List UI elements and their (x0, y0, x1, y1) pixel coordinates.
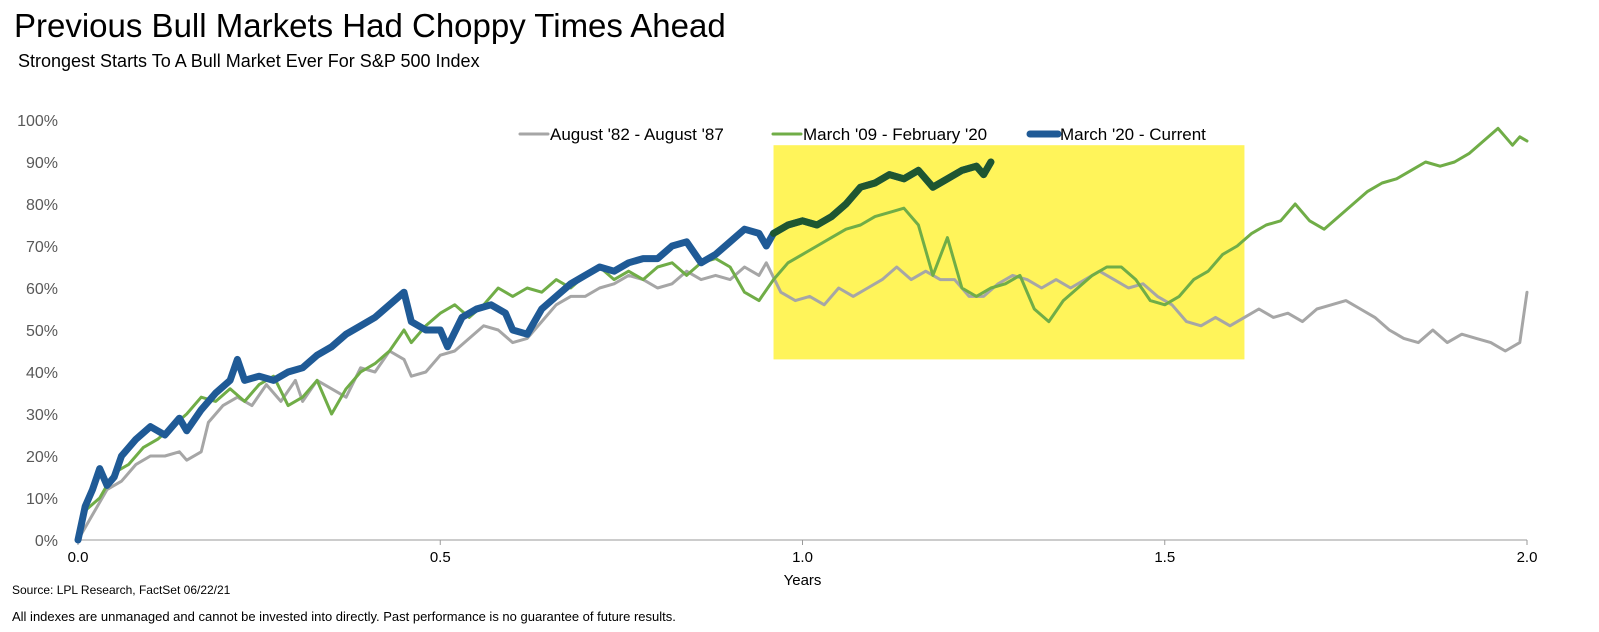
series-line-highlighted-segment (770, 158, 995, 237)
x-tick-label: 0.0 (68, 549, 89, 566)
x-tick-label: 0.5 (430, 549, 451, 566)
legend-label: March '20 - Current (1060, 125, 1206, 144)
y-tick-label: 60% (26, 281, 58, 298)
y-tick-label: 90% (26, 155, 58, 172)
chart-subtitle: Strongest Starts To A Bull Market Ever F… (18, 51, 480, 71)
legend-label: March '09 - February '20 (803, 125, 987, 144)
series-line (76, 261, 1529, 542)
x-tick-label: 2.0 (1517, 549, 1538, 566)
y-tick-label: 50% (26, 323, 58, 340)
x-tick-label: 1.0 (792, 549, 813, 566)
series-line (76, 126, 1529, 542)
y-tick-label: 40% (26, 365, 58, 382)
y-tick-label: 20% (26, 449, 58, 466)
y-tick-label: 30% (26, 407, 58, 424)
y-tick-label: 10% (26, 491, 58, 508)
source-note: Source: LPL Research, FactSet 06/22/21 (12, 583, 231, 597)
disclaimer-note: All indexes are unmanaged and cannot be … (12, 609, 676, 624)
legend-label: August '82 - August '87 (550, 125, 724, 144)
highlight-region (773, 145, 1245, 360)
y-tick-label: 80% (26, 197, 58, 214)
y-tick-label: 0% (35, 533, 58, 550)
chart-title: Previous Bull Markets Had Choppy Times A… (14, 7, 726, 44)
y-tick-label: 70% (26, 239, 58, 256)
y-tick-label: 100% (17, 113, 58, 130)
x-axis-label: Years (784, 572, 822, 589)
x-tick-label: 1.5 (1154, 549, 1175, 566)
